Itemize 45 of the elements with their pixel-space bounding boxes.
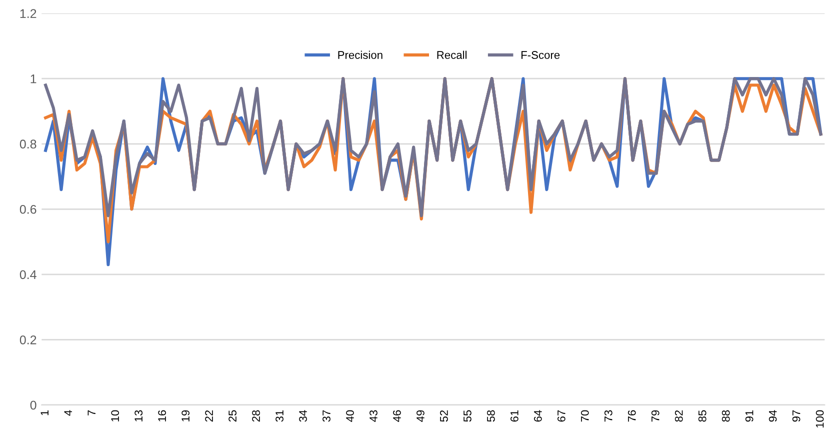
x-tick-label: 61 <box>510 410 518 422</box>
x-tick-label: 85 <box>698 410 706 422</box>
legend-label: F-Score <box>521 51 560 59</box>
x-tick-label: 58 <box>487 410 495 422</box>
y-tick-label: 0.8 <box>20 140 36 149</box>
x-tick-label: 1 <box>40 410 48 416</box>
x-tick-label: 76 <box>628 410 636 422</box>
x-tick-label: 64 <box>534 410 542 422</box>
y-tick-label: 0.4 <box>20 270 36 280</box>
x-tick-label: 88 <box>722 410 730 422</box>
line-series <box>44 77 822 218</box>
x-tick-label: 25 <box>228 410 236 422</box>
x-tick-label: 40 <box>346 410 354 422</box>
x-tick-label: 94 <box>768 410 777 422</box>
x-tick-label: 28 <box>252 410 260 422</box>
x-tick-label: 19 <box>182 410 190 422</box>
x-tick-label: 10 <box>111 410 120 422</box>
x-tick-label: 4 <box>64 410 72 416</box>
y-tick-label: 0.2 <box>20 335 36 344</box>
y-tick-label: 1.2 <box>20 9 36 18</box>
x-tick-label: 67 <box>557 410 566 422</box>
x-tick-label: 49 <box>416 410 424 422</box>
x-tick-label: 46 <box>393 410 401 422</box>
x-tick-label: 97 <box>792 410 800 422</box>
x-tick-label: 16 <box>158 410 166 422</box>
x-tick-label: 31 <box>276 410 284 422</box>
y-tick-label: 1 <box>30 74 36 84</box>
y-tick-label: 0 <box>30 400 36 410</box>
x-tick-label: 82 <box>674 410 683 422</box>
x-tick-label: 70 <box>580 410 589 422</box>
x-tick-label: 7 <box>88 410 96 416</box>
x-tick-label: 79 <box>651 410 660 422</box>
x-tick-label: 100 <box>816 410 824 428</box>
x-tick-label: 73 <box>604 410 612 422</box>
x-tick-label: 43 <box>370 410 378 422</box>
x-tick-label: 91 <box>745 410 754 422</box>
x-tick-label: 52 <box>440 410 448 422</box>
x-tick-label: 34 <box>299 410 307 422</box>
x-tick-label: 55 <box>464 410 472 422</box>
y-tick-label: 0.6 <box>20 204 36 214</box>
x-tick-label: 22 <box>205 410 213 422</box>
x-tick-label: 37 <box>322 410 330 422</box>
legend-label: Precision <box>338 50 382 59</box>
x-tick-label: 13 <box>134 410 143 422</box>
legend-label: Recall <box>437 50 467 59</box>
